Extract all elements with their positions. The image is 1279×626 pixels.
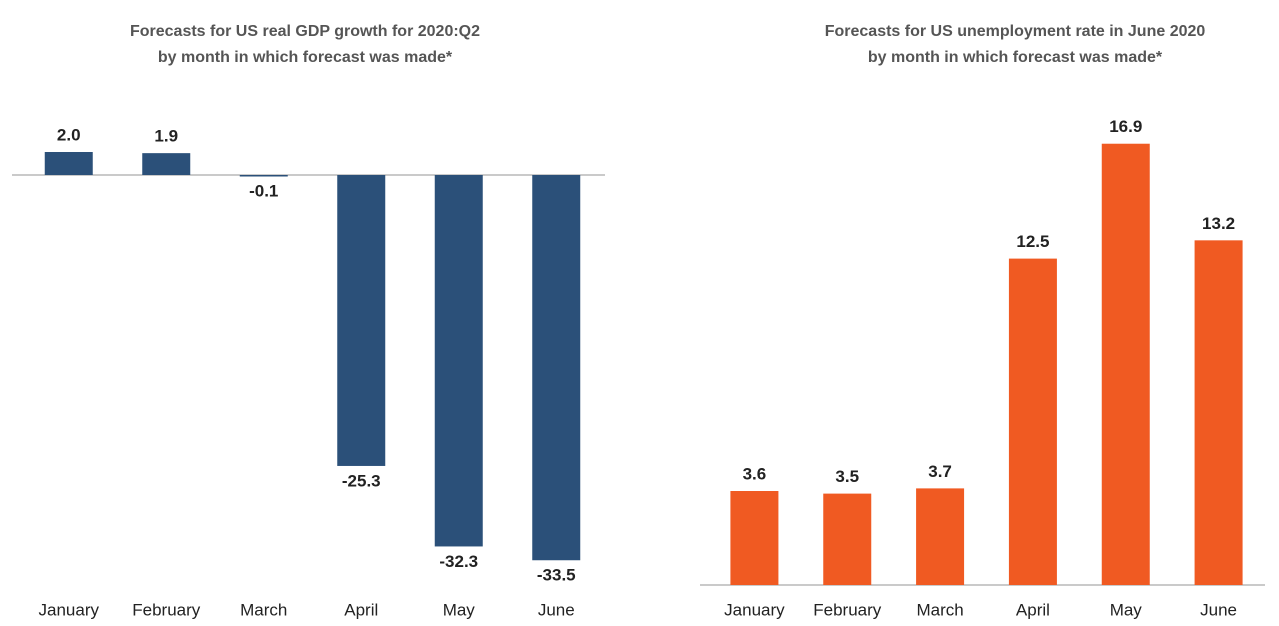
- x-tick-label: May: [443, 600, 476, 619]
- bar: [239, 175, 288, 177]
- value-label: 13.2: [1202, 214, 1235, 233]
- value-label: 3.6: [743, 464, 767, 483]
- bar: [142, 153, 191, 175]
- x-tick-label: April: [1016, 600, 1050, 619]
- chart-title: Forecasts for US unemployment rate in Ju…: [825, 23, 1206, 40]
- value-label: 3.5: [835, 467, 859, 486]
- bar: [44, 152, 93, 175]
- bar: [916, 488, 965, 585]
- bar: [434, 175, 483, 547]
- value-label: 12.5: [1016, 232, 1049, 251]
- bar: [1194, 240, 1243, 586]
- x-tick-label: April: [344, 600, 378, 619]
- bar: [532, 175, 581, 561]
- value-label: -0.1: [249, 182, 278, 201]
- value-label: 16.9: [1109, 117, 1142, 136]
- bar: [1008, 258, 1057, 585]
- x-tick-label: February: [132, 600, 201, 619]
- value-label: -33.5: [537, 566, 576, 585]
- x-tick-label: June: [538, 600, 575, 619]
- x-tick-label: March: [916, 600, 963, 619]
- chart-title: Forecasts for US real GDP growth for 202…: [130, 23, 480, 40]
- bar: [823, 493, 872, 585]
- x-tick-label: March: [240, 600, 287, 619]
- x-tick-label: June: [1200, 600, 1237, 619]
- x-tick-label: May: [1110, 600, 1143, 619]
- chart-subtitle: by month in which forecast was made*: [158, 49, 453, 66]
- value-label: 2.0: [57, 125, 81, 144]
- bar: [1101, 143, 1150, 585]
- chart-subtitle: by month in which forecast was made*: [868, 49, 1163, 66]
- value-label: -32.3: [439, 552, 478, 571]
- x-tick-label: February: [813, 600, 882, 619]
- bar: [337, 175, 386, 466]
- x-tick-label: January: [39, 600, 100, 619]
- value-label: 1.9: [154, 127, 178, 146]
- value-label: 3.7: [928, 462, 952, 481]
- value-label: -25.3: [342, 471, 381, 490]
- bar: [730, 491, 779, 585]
- x-tick-label: January: [724, 600, 785, 619]
